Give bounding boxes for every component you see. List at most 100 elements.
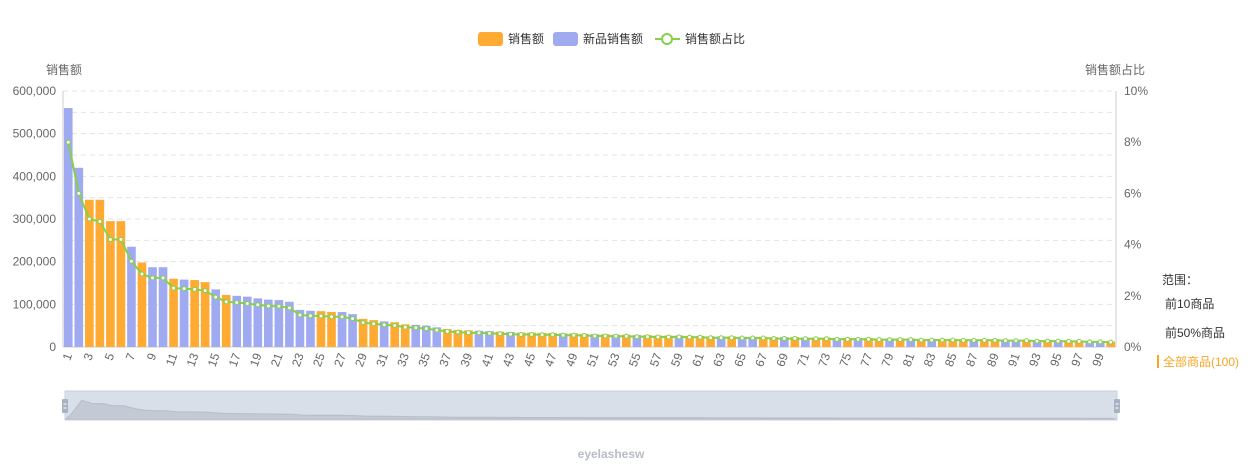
ratio-point[interactable] [223,299,229,305]
bar[interactable] [632,335,642,347]
ratio-point[interactable] [413,325,419,331]
bar[interactable] [421,325,431,347]
bar[interactable] [1022,339,1031,347]
bar[interactable] [706,336,715,347]
legend-item-sales-ratio[interactable]: 销售额占比 [655,31,745,46]
ratio-point[interactable] [318,313,324,319]
ratio-point[interactable] [202,288,208,294]
ratio-point[interactable] [434,327,440,333]
ratio-point[interactable] [118,236,124,242]
ratio-point[interactable] [213,294,219,300]
bar[interactable] [327,312,336,347]
bar[interactable] [390,322,400,347]
ratio-point[interactable] [571,332,577,338]
ratio-point[interactable] [992,337,998,343]
bar[interactable] [274,300,284,347]
ratio-point[interactable] [1066,338,1072,344]
ratio-point[interactable] [971,337,977,343]
bar[interactable] [200,282,210,347]
bar[interactable] [980,339,989,347]
ratio-point[interactable] [455,329,461,335]
bar[interactable] [516,332,526,347]
bar[interactable] [558,333,568,347]
bar[interactable] [400,324,410,347]
ratio-point[interactable] [708,335,714,341]
range-option-top10[interactable]: 前10商品 [1165,296,1214,311]
ratio-point[interactable] [929,337,935,343]
ratio-point[interactable] [339,314,345,320]
bar[interactable] [958,339,968,347]
bar[interactable] [874,338,884,347]
bar[interactable] [337,312,347,347]
bar[interactable] [1001,339,1010,347]
bar[interactable] [485,331,494,347]
ratio-point[interactable] [508,331,514,337]
ratio-point[interactable] [350,316,356,322]
ratio-point[interactable] [1097,339,1103,345]
ratio-point[interactable] [981,337,987,343]
bar[interactable] [769,337,779,347]
zoom-handle-right[interactable] [1114,399,1120,413]
ratio-point[interactable] [234,299,240,305]
ratio-point[interactable] [539,332,545,338]
bar[interactable] [127,246,136,347]
bar[interactable] [579,333,589,347]
ratio-point[interactable] [371,321,377,327]
ratio-point[interactable] [128,258,134,264]
bar[interactable] [221,294,231,347]
bar[interactable] [811,337,821,347]
bar[interactable] [801,337,810,347]
ratio-point[interactable] [665,334,671,340]
bar[interactable] [474,330,484,347]
ratio-point[interactable] [781,336,787,342]
ratio-point[interactable] [897,337,903,343]
ratio-point[interactable] [529,331,535,337]
bar[interactable] [674,335,684,347]
bar[interactable] [369,320,378,347]
bar[interactable] [527,332,536,347]
ratio-point[interactable] [634,334,640,340]
bar[interactable] [85,199,94,347]
bar[interactable] [348,314,357,347]
ratio-point[interactable] [518,331,524,337]
bar[interactable] [885,338,894,347]
bar[interactable] [63,108,73,347]
bar[interactable] [748,336,758,347]
ratio-point[interactable] [97,219,103,225]
bar[interactable] [316,311,326,347]
bar[interactable] [158,267,168,347]
ratio-point[interactable] [360,320,366,326]
range-option-all[interactable]: 全部商品(100) [1163,354,1239,369]
ratio-point[interactable] [265,303,271,309]
ratio-point[interactable] [613,333,619,339]
bar[interactable] [737,336,747,347]
bar[interactable] [779,337,789,347]
bar[interactable] [495,331,505,347]
ratio-point[interactable] [676,334,682,340]
bar[interactable] [653,335,663,347]
ratio-point[interactable] [181,286,187,292]
ratio-point[interactable] [150,275,156,281]
range-option-top50[interactable]: 前50%商品 [1165,325,1225,340]
bar[interactable] [211,289,221,347]
ratio-point[interactable] [86,216,92,222]
bar[interactable] [453,329,463,347]
ratio-point[interactable] [960,337,966,343]
bar[interactable] [506,332,515,347]
bar[interactable] [411,324,421,347]
zoom-slider[interactable] [62,390,1120,421]
bar[interactable] [590,334,600,347]
bar[interactable] [432,327,442,347]
ratio-point[interactable] [623,333,629,339]
bar[interactable] [137,262,147,347]
ratio-point[interactable] [823,336,829,342]
ratio-point[interactable] [771,336,777,342]
ratio-point[interactable] [908,337,914,343]
ratio-point[interactable] [550,332,556,338]
bar[interactable] [179,279,189,347]
ratio-point[interactable] [697,334,703,340]
legend[interactable]: 销售额 新品销售额 销售额占比 [478,31,745,46]
bar[interactable] [74,167,84,347]
ratio-point[interactable] [687,334,693,340]
ratio-point[interactable] [813,336,819,342]
